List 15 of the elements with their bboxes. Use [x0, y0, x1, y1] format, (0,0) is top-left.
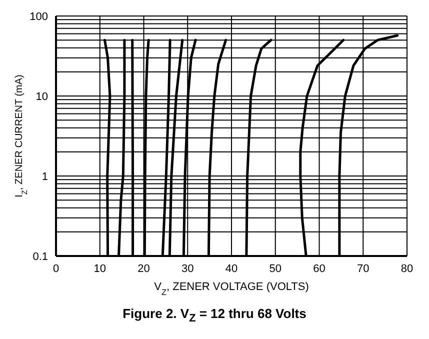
y-tick-label: 10	[36, 90, 48, 103]
x-tick-label: 60	[313, 262, 326, 275]
x-tick-label: 30	[182, 262, 194, 275]
x-tick-label: 20	[138, 262, 150, 275]
text: Figure 2. V$_{Z}$ = 12 thru 68 Volts	[122, 306, 308, 325]
x-tick-label: 50	[269, 262, 282, 275]
x-axis-title: V$_{Z}$, ZENER VOLTAGE (VOLTS)	[154, 281, 309, 296]
y-tick-label: 0.1	[32, 250, 48, 263]
x-tick-label: 70	[357, 262, 370, 275]
x-tick-label: 80	[400, 262, 414, 275]
y-tick-label: 100	[30, 10, 48, 23]
x-tick-label: 0	[52, 262, 60, 275]
x-tick-label: 40	[225, 262, 238, 275]
y-tick-label: 1	[42, 170, 48, 183]
x-tick-label: 10	[94, 262, 106, 275]
